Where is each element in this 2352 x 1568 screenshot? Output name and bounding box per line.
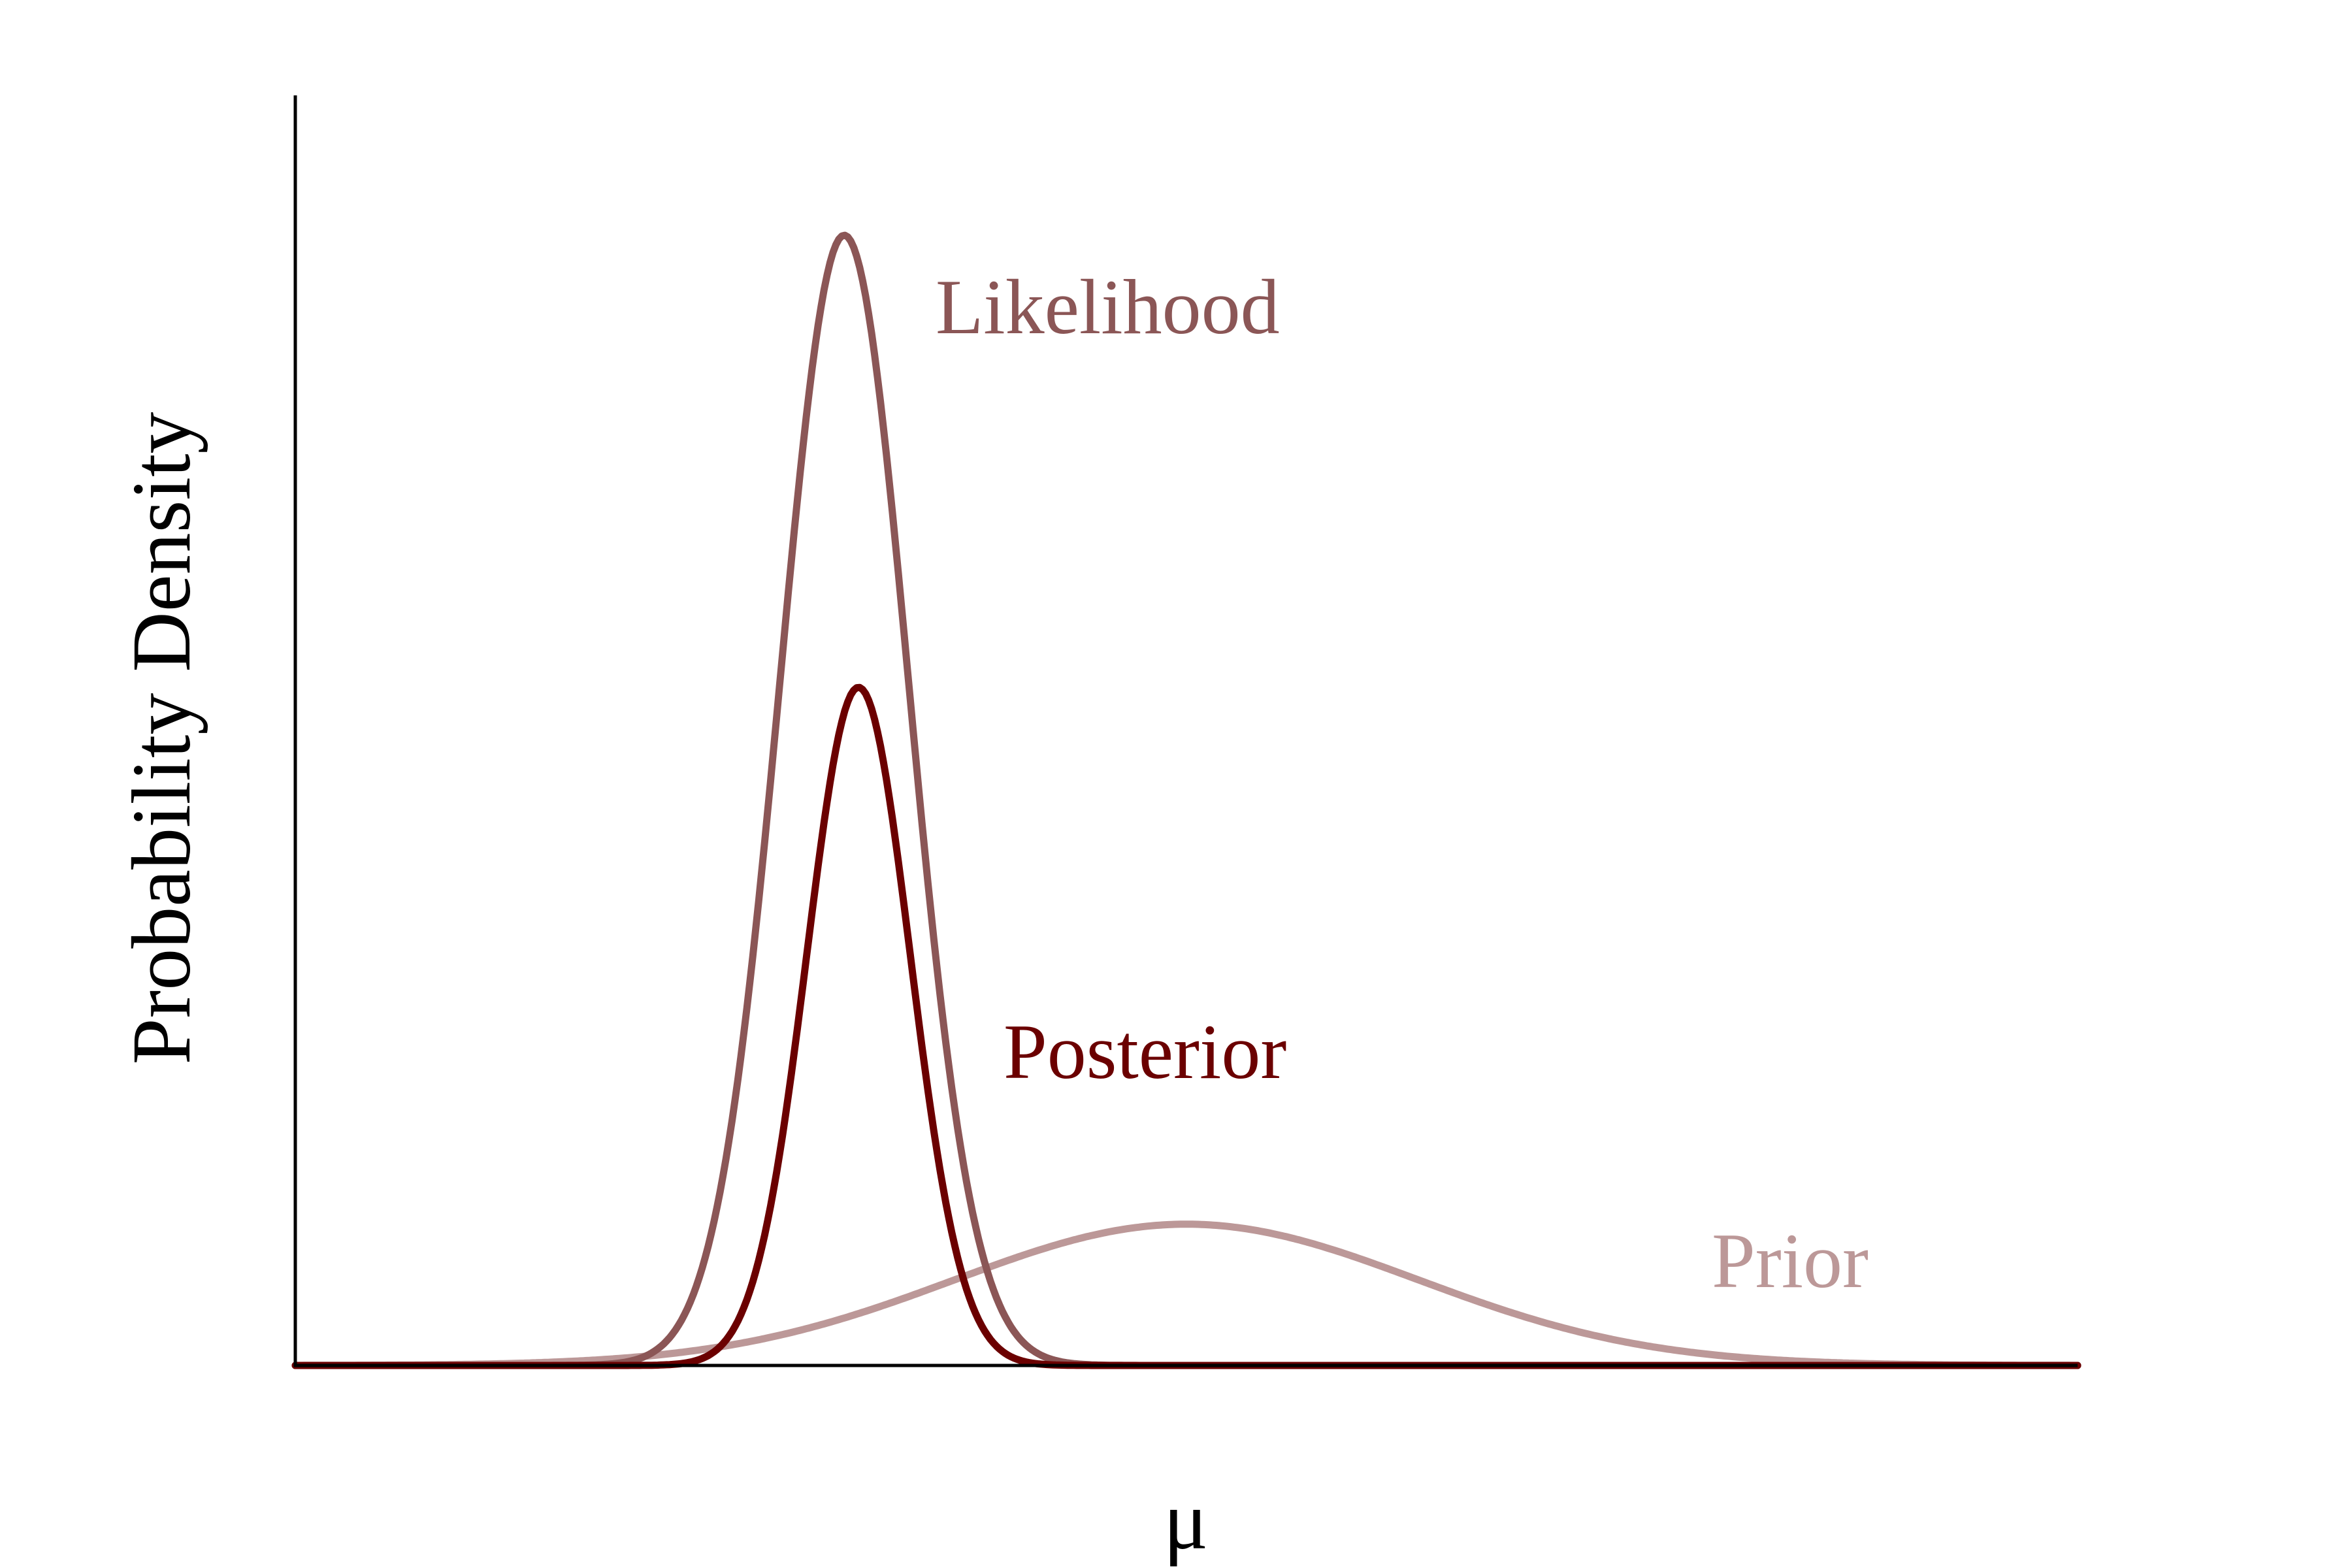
x-axis-title: μ xyxy=(1164,1474,1209,1567)
series-label-posterior: Posterior xyxy=(1004,1008,1286,1095)
y-axis-title: Probability Density xyxy=(115,412,208,1064)
curves xyxy=(291,231,2082,1369)
curve-prior xyxy=(291,1220,2082,1369)
series-label-likelihood: Likelihood xyxy=(936,263,1280,350)
series-label-prior: Prior xyxy=(1712,1217,1869,1304)
curve-likelihood xyxy=(291,231,2082,1369)
